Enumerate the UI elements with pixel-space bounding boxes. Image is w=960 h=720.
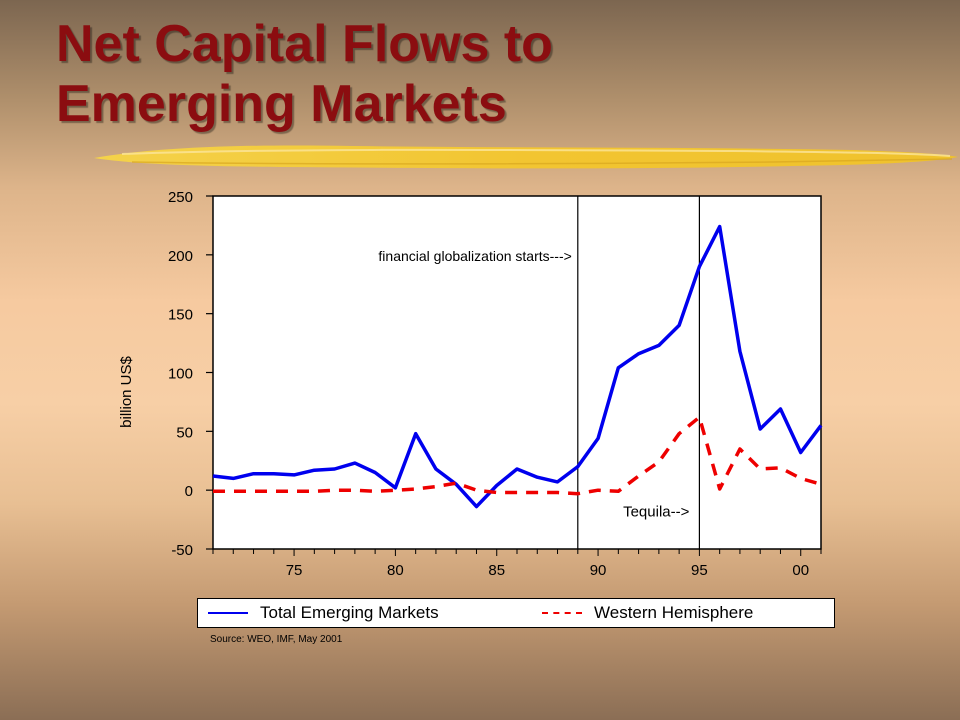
title-line-1: Net Capital Flows to bbox=[56, 15, 553, 73]
source-note: Source: WEO, IMF, May 2001 bbox=[210, 634, 343, 645]
slide-title: Net Capital Flows to Emerging Markets bbox=[56, 14, 553, 134]
legend-item-total: Total Emerging Markets bbox=[208, 603, 439, 623]
legend-item-western: Western Hemisphere bbox=[542, 603, 753, 623]
y-tick-label: 100 bbox=[168, 366, 193, 383]
y-tick-label: 50 bbox=[176, 424, 193, 441]
event-markers bbox=[577, 196, 701, 549]
x-tick-label: 90 bbox=[590, 562, 607, 579]
legend-swatch-dashed bbox=[542, 612, 582, 614]
chart-annotations: financial globalization starts---> Tequil… bbox=[378, 248, 689, 521]
x-tick-label: 00 bbox=[792, 562, 809, 579]
series-line-total bbox=[212, 224, 823, 509]
y-axis: -50 0 50 100 150 200 250 bbox=[168, 189, 213, 559]
y-tick-label: 150 bbox=[168, 307, 193, 324]
title-line-2: Emerging Markets bbox=[56, 75, 507, 133]
annotation-financial-globalization: financial globalization starts---> bbox=[378, 248, 571, 264]
annotation-tequila: Tequila--> bbox=[623, 503, 690, 520]
x-tick-label: 75 bbox=[286, 562, 303, 579]
x-tick-label: 85 bbox=[488, 562, 505, 579]
legend-swatch-solid bbox=[208, 612, 248, 614]
series-lines bbox=[212, 224, 823, 509]
chart-legend: Total Emerging Markets Western Hemispher… bbox=[197, 598, 835, 628]
y-axis-label: billion US$ bbox=[118, 355, 135, 427]
y-tick-label: -50 bbox=[171, 542, 193, 559]
legend-label-western: Western Hemisphere bbox=[594, 603, 754, 622]
y-tick-label: 250 bbox=[168, 189, 193, 206]
series-line-western bbox=[213, 415, 822, 496]
x-tick-label: 95 bbox=[691, 562, 708, 579]
x-tick-label: 80 bbox=[387, 562, 404, 579]
legend-label-total: Total Emerging Markets bbox=[260, 603, 439, 622]
y-tick-label: 200 bbox=[168, 248, 193, 265]
y-tick-label: 0 bbox=[185, 483, 193, 500]
x-axis: 75 80 85 90 95 00 bbox=[212, 549, 822, 579]
brush-stroke-divider bbox=[94, 145, 958, 169]
